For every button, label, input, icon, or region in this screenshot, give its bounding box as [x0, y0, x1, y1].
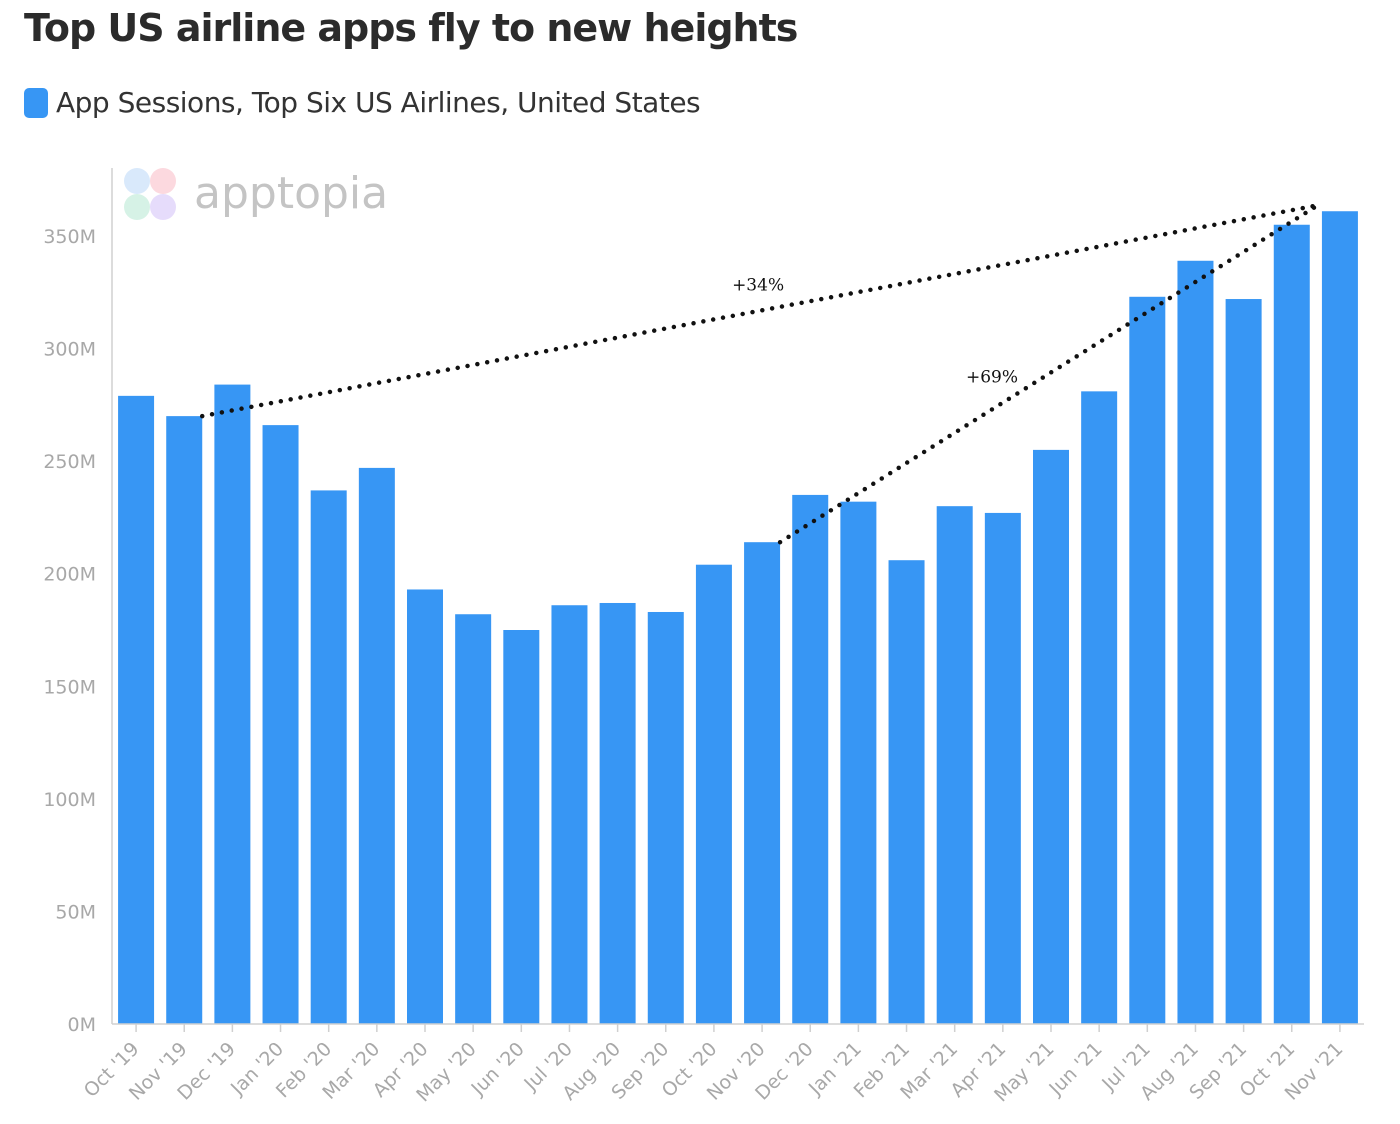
- legend-label: App Sessions, Top Six US Airlines, Unite…: [56, 86, 701, 119]
- bar: [792, 494, 829, 1024]
- bar: [984, 512, 1021, 1024]
- y-tick-label: 250M: [43, 451, 96, 473]
- watermark-text: apptopia: [194, 168, 388, 219]
- bar: [1033, 449, 1069, 1024]
- trend-label: +34%: [732, 276, 784, 296]
- y-tick-label: 200M: [43, 564, 96, 586]
- bar: [310, 490, 347, 1024]
- bar: [1273, 224, 1310, 1024]
- bar: [358, 467, 395, 1024]
- y-tick-label: 300M: [43, 339, 96, 361]
- bar: [118, 395, 155, 1024]
- watermark-logo-petal: [124, 194, 150, 220]
- bar: [455, 614, 492, 1024]
- trend-line: [199, 202, 1321, 419]
- bar: [1225, 299, 1262, 1024]
- bar: [840, 501, 877, 1024]
- bars: [118, 211, 1358, 1025]
- bar: [166, 416, 203, 1025]
- y-tick-label: 350M: [43, 226, 96, 248]
- watermark-logo-petal: [124, 168, 150, 194]
- bar: [1129, 296, 1166, 1024]
- bar: [214, 384, 251, 1024]
- bar: [1081, 391, 1118, 1024]
- trend-label: +69%: [966, 368, 1018, 388]
- bar: [551, 605, 588, 1024]
- y-tick-label: 150M: [43, 676, 96, 698]
- bar: [407, 589, 443, 1024]
- bar: [599, 602, 636, 1024]
- legend-swatch: [24, 87, 48, 118]
- x-tick-label: Jun '21: [1044, 1038, 1106, 1100]
- bar: [695, 564, 732, 1024]
- chart-title: Top US airline apps fly to new heights: [24, 6, 798, 50]
- y-axis: 0M 50M 100M 150M 200M 250M 300M 350M: [43, 168, 113, 1036]
- bar: [1321, 211, 1358, 1025]
- bar: [647, 611, 684, 1024]
- bar: [262, 425, 299, 1024]
- y-tick-label: 100M: [43, 789, 96, 811]
- y-tick-label: 0M: [68, 1014, 96, 1036]
- apptopia-watermark: apptopia: [124, 168, 388, 220]
- legend: App Sessions, Top Six US Airlines, Unite…: [24, 86, 701, 119]
- annotations: +34% +69%: [199, 202, 1321, 545]
- y-tick-label: 50M: [55, 901, 96, 923]
- trend-line: [777, 202, 1321, 545]
- watermark-logo-petal: [150, 194, 176, 220]
- x-tick-label: Jun '20: [467, 1038, 529, 1100]
- bar: [744, 542, 781, 1024]
- watermark-logo-petal: [150, 168, 176, 194]
- bar: [503, 630, 540, 1024]
- bar: [888, 560, 925, 1024]
- bar: [936, 506, 973, 1025]
- bar: [1177, 260, 1214, 1024]
